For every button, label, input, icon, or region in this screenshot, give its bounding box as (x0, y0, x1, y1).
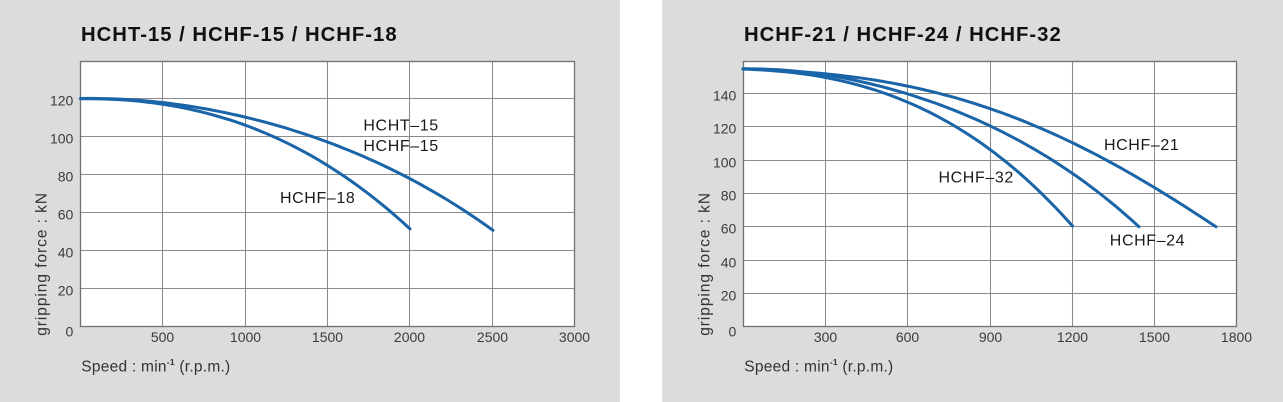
svg-text:0: 0 (729, 324, 737, 340)
svg-text:120: 120 (713, 121, 737, 137)
svg-text:40: 40 (58, 245, 74, 261)
svg-text:1000: 1000 (230, 329, 261, 345)
svg-text:HCHF–32: HCHF–32 (939, 170, 1014, 187)
svg-text:2500: 2500 (477, 329, 508, 345)
svg-text:100: 100 (50, 131, 74, 147)
svg-text:80: 80 (58, 169, 74, 185)
svg-text:40: 40 (721, 255, 737, 271)
svg-text:HCHT-15 / HCHF-15 / HCHF-18: HCHT-15 / HCHF-15 / HCHF-18 (81, 24, 398, 46)
svg-text:140: 140 (713, 88, 737, 104)
svg-text:1500: 1500 (1139, 329, 1170, 345)
svg-text:gripping force : kN: gripping force : kN (34, 192, 51, 336)
svg-text:HCHF–21: HCHF–21 (1104, 137, 1179, 154)
svg-text:1500: 1500 (312, 329, 343, 345)
svg-text:60: 60 (58, 207, 74, 223)
svg-text:Speed : min-1 (r.p.m.): Speed : min-1 (r.p.m.) (744, 357, 893, 376)
svg-text:60: 60 (721, 221, 737, 237)
svg-text:80: 80 (721, 188, 737, 204)
svg-text:300: 300 (814, 329, 838, 345)
svg-text:3000: 3000 (559, 329, 590, 345)
svg-text:120: 120 (50, 93, 74, 109)
svg-text:Speed : min-1 (r.p.m.): Speed : min-1 (r.p.m.) (81, 357, 230, 376)
svg-text:gripping force : kN: gripping force : kN (697, 192, 714, 336)
svg-text:900: 900 (979, 329, 1003, 345)
svg-text:1200: 1200 (1057, 329, 1088, 345)
svg-text:0: 0 (66, 324, 74, 340)
svg-text:20: 20 (58, 283, 74, 299)
svg-text:20: 20 (721, 288, 737, 304)
svg-text:HCHF–15: HCHF–15 (363, 138, 438, 155)
svg-text:600: 600 (896, 329, 920, 345)
svg-text:2000: 2000 (394, 329, 425, 345)
svg-text:HCHF–24: HCHF–24 (1110, 232, 1185, 249)
svg-text:HCHF-21 / HCHF-24 / HCHF-32: HCHF-21 / HCHF-24 / HCHF-32 (744, 24, 1062, 46)
svg-text:HCHF–18: HCHF–18 (280, 190, 355, 207)
svg-text:1800: 1800 (1221, 329, 1252, 345)
svg-text:HCHT–15: HCHT–15 (363, 118, 438, 135)
svg-text:500: 500 (151, 329, 175, 345)
svg-text:100: 100 (713, 155, 737, 171)
